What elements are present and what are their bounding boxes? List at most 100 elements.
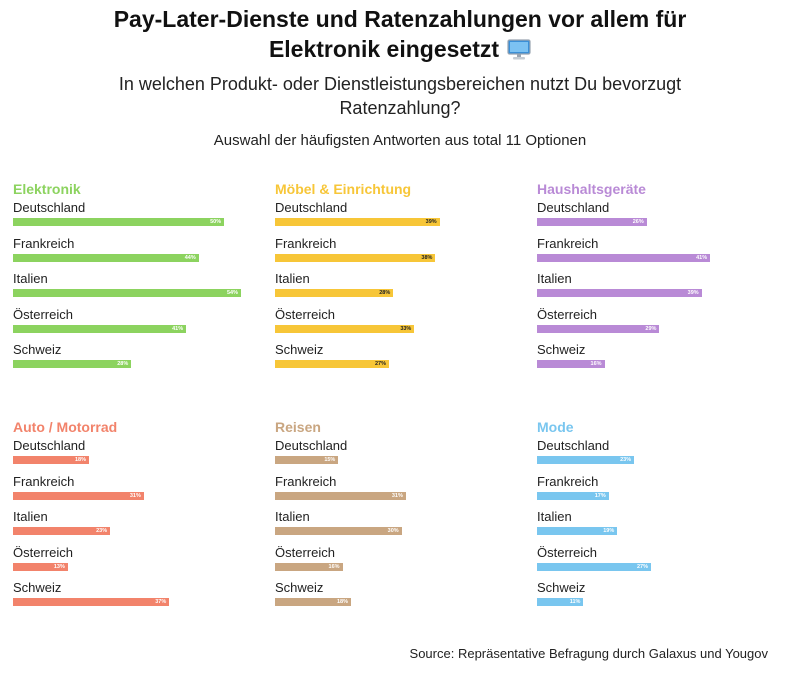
value-label: 16%: [328, 563, 340, 570]
chart-header: Pay-Later-Dienste und Ratenzahlungen vor…: [0, 0, 800, 151]
category-label: Italien: [13, 509, 48, 524]
bar: 41%: [537, 253, 711, 262]
bar-row: Österreich 29%: [537, 307, 777, 343]
category-label: Österreich: [275, 544, 335, 560]
bar-row: Deutschland 39%: [275, 200, 515, 236]
value-label: 18%: [74, 457, 86, 463]
category-label: Italien: [13, 271, 48, 286]
category-label: Frankreich: [275, 235, 337, 251]
category-label: Frankreich: [13, 473, 75, 489]
bar-row: Schweiz 27%: [275, 342, 515, 378]
category-label: Schweiz: [537, 580, 586, 595]
category-label: Deutschland: [13, 438, 86, 453]
bar-row: Italien 39%: [537, 271, 777, 307]
category-label: Österreich: [537, 306, 597, 322]
value-label: 27%: [374, 361, 386, 367]
bar-row: Frankreich 31%: [13, 474, 253, 510]
bar-row: Italien 28%: [275, 271, 515, 307]
bar-row: Frankreich 44%: [13, 236, 253, 272]
bar: 39%: [537, 289, 702, 297]
category-label: Österreich: [13, 544, 73, 560]
panel-auto-motorrad: Auto / Motorrad Deutschland 18% Frankreich 3…: [13, 418, 253, 616]
bar-row: Frankreich 41%: [537, 236, 777, 272]
bar: 18%: [275, 598, 351, 606]
bar: 17%: [537, 491, 609, 500]
bar: 28%: [275, 289, 394, 297]
panel-title: Auto / Motorrad: [13, 419, 118, 435]
bar-row: Italien 30%: [275, 509, 515, 545]
category-label: Deutschland: [275, 200, 348, 215]
value-label: 27%: [636, 563, 648, 570]
value-label: 30%: [387, 528, 399, 534]
bar-row: Schweiz 18%: [275, 580, 515, 616]
chart-note: Auswahl der häufigsten Antworten aus tot…: [213, 132, 587, 149]
value-label: 41%: [172, 325, 184, 332]
value-label: 39%: [425, 219, 437, 225]
value-label: 39%: [687, 290, 699, 296]
value-label: 28%: [379, 290, 391, 296]
value-label: 28%: [117, 361, 129, 367]
bar: 19%: [537, 527, 618, 535]
bar: 30%: [275, 527, 402, 535]
value-label: 38%: [421, 254, 433, 261]
bar-row: Schweiz 28%: [13, 342, 253, 378]
bar-row: Schweiz 11%: [537, 580, 777, 616]
panel-title: Reisen: [275, 419, 321, 435]
bar-row: Frankreich 38%: [275, 236, 515, 272]
bar: 11%: [537, 598, 584, 606]
chart-title: Pay-Later-Dienste und Ratenzahlungen vor…: [0, 4, 800, 68]
value-label: 29%: [645, 325, 657, 332]
panel-möbel-einrichtung: Möbel & Einrichtung Deutschland 39% Frankre…: [275, 180, 515, 378]
bar-row: Italien 23%: [13, 509, 253, 545]
value-label: 37%: [155, 599, 167, 605]
bar-row: Schweiz 16%: [537, 342, 777, 378]
panel-title: Mode: [537, 419, 574, 435]
value-label: 50%: [210, 219, 222, 225]
bar: 41%: [13, 324, 187, 333]
category-label: Schweiz: [275, 342, 324, 357]
category-label: Deutschland: [275, 438, 348, 453]
panel-haushaltsgeräte: Haushaltsgeräte Deutschland 26% Frankreich 4…: [537, 180, 777, 378]
panel-title: Elektronik: [13, 181, 81, 197]
bar: 27%: [537, 562, 651, 571]
category-label: Italien: [275, 509, 310, 524]
bar: 28%: [13, 360, 132, 368]
bar-row: Österreich 41%: [13, 307, 253, 343]
category-label: Österreich: [275, 306, 335, 322]
bar: 38%: [275, 253, 436, 262]
value-label: 23%: [620, 457, 632, 463]
category-label: Italien: [537, 509, 572, 524]
value-label: 41%: [696, 254, 708, 261]
panel-elektronik: Elektronik Deutschland 50% Frankreich 44% Ita…: [13, 180, 253, 378]
value-label: 18%: [336, 599, 348, 605]
category-label: Frankreich: [537, 473, 599, 489]
panel-mode: Mode Deutschland 23% Frankreich 17% Italien 19…: [537, 418, 777, 616]
value-label: 44%: [184, 254, 196, 261]
bar: 23%: [13, 527, 111, 535]
value-label: 31%: [391, 492, 403, 499]
category-label: Schweiz: [537, 342, 586, 357]
value-label: 33%: [400, 325, 412, 332]
category-label: Italien: [537, 271, 572, 286]
category-label: Frankreich: [275, 473, 337, 489]
value-label: 15%: [324, 457, 336, 463]
category-label: Deutschland: [537, 438, 610, 453]
bar-row: Schweiz 37%: [13, 580, 253, 616]
bar: 18%: [13, 456, 89, 464]
bar-row: Italien 19%: [537, 509, 777, 545]
bar: 31%: [13, 491, 144, 500]
bar-row: Deutschland 26%: [537, 200, 777, 236]
bar: 29%: [537, 324, 660, 333]
value-label: 31%: [129, 492, 141, 499]
panel-reisen: Reisen Deutschland 15% Frankreich 31% Italien…: [275, 418, 515, 616]
value-label: 19%: [603, 528, 615, 534]
bar: 16%: [537, 360, 605, 368]
value-label: 13%: [53, 563, 65, 570]
bar: 44%: [13, 253, 199, 262]
panel-title: Möbel & Einrichtung: [275, 181, 412, 197]
bar: 15%: [275, 456, 339, 464]
bar-row: Österreich 16%: [275, 545, 515, 581]
category-label: Österreich: [13, 306, 73, 322]
bar-row: Österreich 27%: [537, 545, 777, 581]
chart-title-text: Pay-Later-Dienste und Ratenzahlungen vor…: [113, 6, 687, 62]
